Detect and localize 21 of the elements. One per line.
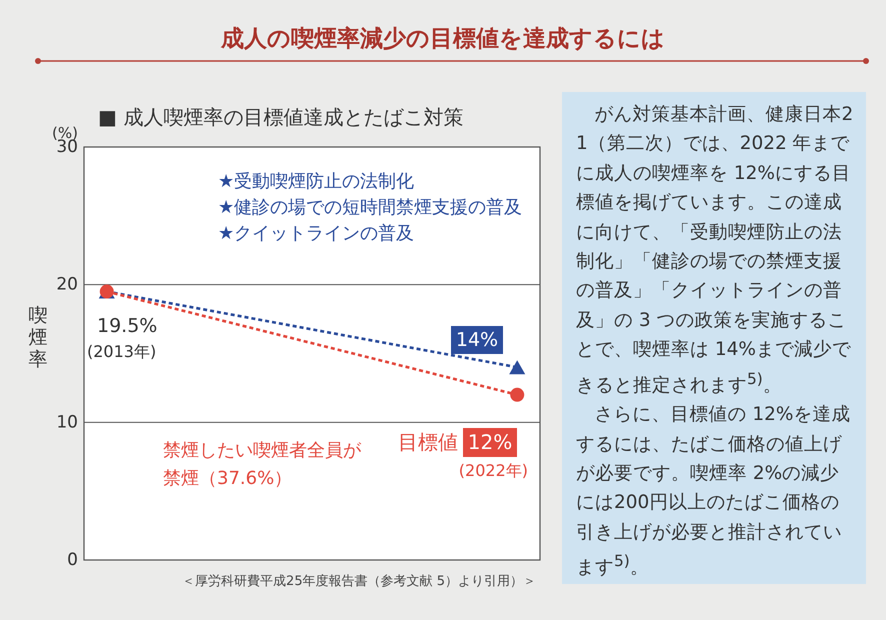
annotation: ★クイットラインの普及 <box>218 223 414 244</box>
annotation: 19.5% <box>97 315 158 337</box>
text: ＜厚労科研費平成25年度報告書（参考文献 5）より引用）＞ <box>182 573 536 589</box>
chart-title: 成人の喫煙率減少の目標値を達成するには <box>220 25 665 52</box>
annotation: ★健診の場での短時間禁煙支援の普及 <box>218 197 522 218</box>
text: さらに、目標値の 12%を達成するには、たばこ価格の値上げが必要です。喫煙率 2%の減少には200円以上のたばこ価格の引き上げが必要と推計されています$^{5)}$。 <box>576 403 852 580</box>
chart-subtitle: ■ 成人喫煙率の目標値達成とたばこ対策 <box>98 105 464 129</box>
y-tick-label: 10 <box>56 412 78 432</box>
annotation: 目標値 <box>398 430 458 454</box>
y-tick-label: 20 <box>56 274 78 295</box>
annotation: 12% <box>468 430 512 454</box>
annotation: 14% <box>456 329 498 351</box>
point <box>510 388 524 402</box>
y-axis-title: 喫煙率 <box>28 304 48 370</box>
annotation: (2013年) <box>87 342 156 361</box>
text: がん対策基本計画、健康日本21（第二次）では、2022 年までに成人の喫煙率を 12%にする目標値を掲げています。この達成に向けて、「受動喫煙防止の法制化」「健診の場での禁煙支援の普及」「クイットラインの普及」の 3 つの政策を実施することで、喫煙率は 14%まで減少できると推定されます$^{5)}$。 <box>576 104 854 396</box>
annotation: ★受動喫煙防止の法制化 <box>218 171 414 192</box>
annotation: (2022年) <box>458 461 528 480</box>
annotation: 禁煙したい喫煙者全員が <box>163 440 362 461</box>
y-tick-label: 0 <box>67 550 78 570</box>
annotation: 禁煙（37.6%） <box>163 468 292 489</box>
